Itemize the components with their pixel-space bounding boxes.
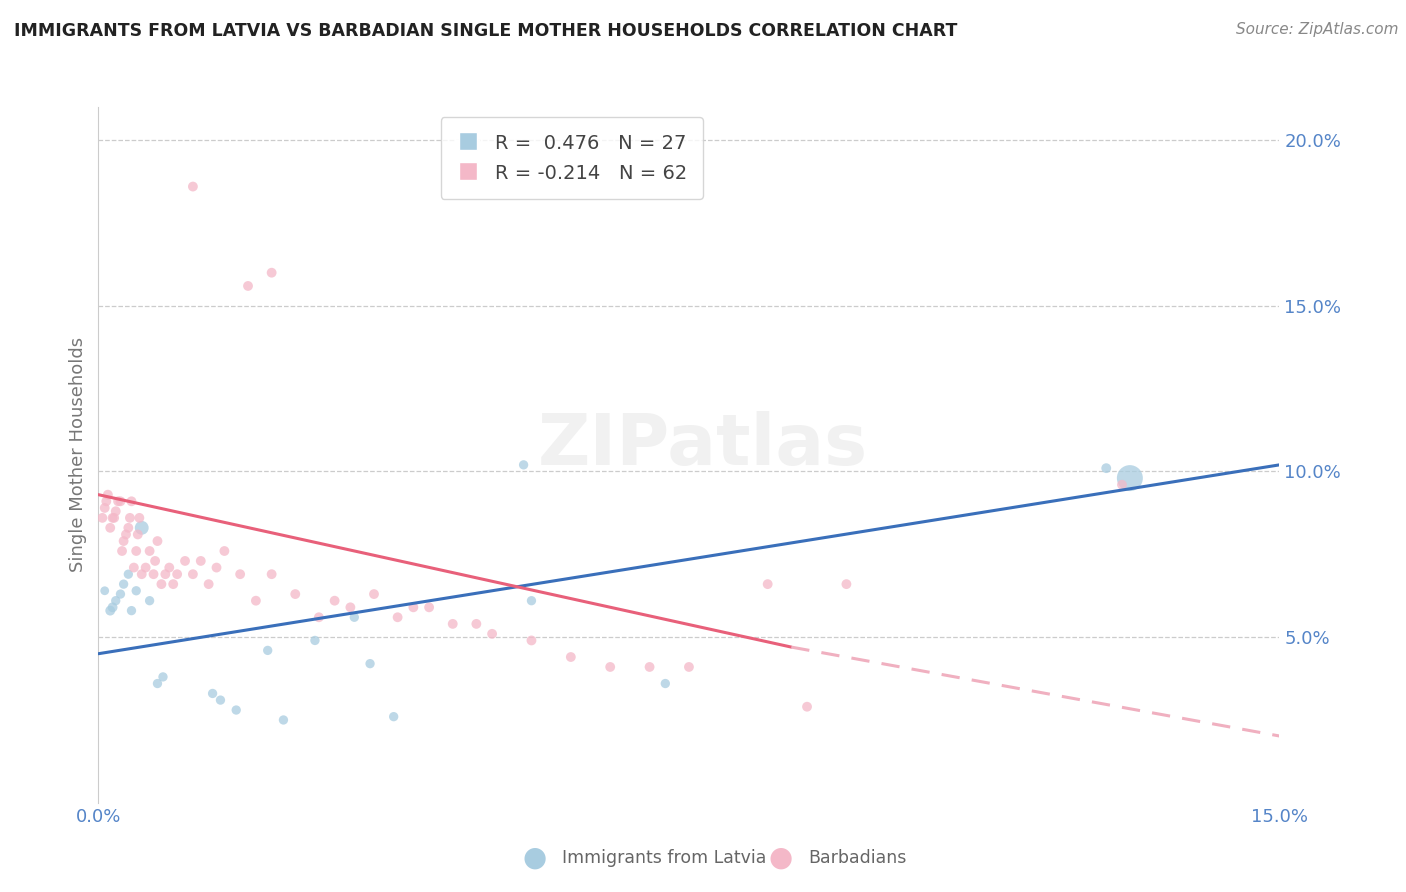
Point xyxy=(97,488,120,502)
Point xyxy=(382,709,405,723)
Point xyxy=(465,616,488,631)
Point xyxy=(520,593,543,607)
Point xyxy=(166,567,188,582)
Point xyxy=(1111,477,1133,491)
Point xyxy=(98,604,121,618)
Point xyxy=(245,593,267,607)
Point xyxy=(387,610,409,624)
Point xyxy=(190,554,212,568)
Point xyxy=(112,577,135,591)
Point xyxy=(162,577,184,591)
Point xyxy=(118,511,141,525)
Legend: R =  0.476   N = 27, R = -0.214   N = 62: R = 0.476 N = 27, R = -0.214 N = 62 xyxy=(440,117,703,199)
Point xyxy=(209,693,232,707)
Point xyxy=(117,567,139,582)
Point xyxy=(91,511,114,525)
Point xyxy=(323,593,346,607)
Point xyxy=(131,567,153,582)
Text: Source: ZipAtlas.com: Source: ZipAtlas.com xyxy=(1236,22,1399,37)
Point xyxy=(152,670,174,684)
Point xyxy=(284,587,307,601)
Point xyxy=(104,504,127,518)
Text: Immigrants from Latvia: Immigrants from Latvia xyxy=(562,849,766,867)
Y-axis label: Single Mother Households: Single Mother Households xyxy=(69,337,87,573)
Point xyxy=(104,593,127,607)
Point xyxy=(115,527,138,541)
Point xyxy=(131,521,153,535)
Point xyxy=(260,567,283,582)
Point xyxy=(128,511,150,525)
Point xyxy=(441,616,464,631)
Text: ●: ● xyxy=(522,844,547,872)
Point xyxy=(125,583,148,598)
Point xyxy=(599,660,621,674)
Point xyxy=(111,544,134,558)
Point xyxy=(138,544,160,558)
Point xyxy=(122,560,145,574)
Point xyxy=(110,587,132,601)
Point xyxy=(112,534,135,549)
Text: ●: ● xyxy=(768,844,793,872)
Point xyxy=(1119,471,1142,485)
Point xyxy=(304,633,326,648)
Point xyxy=(96,494,118,508)
Point xyxy=(150,577,173,591)
Point xyxy=(127,527,149,541)
Point xyxy=(402,600,425,615)
Point xyxy=(481,627,503,641)
Point xyxy=(103,511,125,525)
Point xyxy=(98,521,121,535)
Point xyxy=(359,657,381,671)
Point xyxy=(512,458,534,472)
Point xyxy=(678,660,700,674)
Point xyxy=(638,660,661,674)
Point xyxy=(654,676,676,690)
Point xyxy=(339,600,361,615)
Point xyxy=(121,494,143,508)
Point xyxy=(560,650,582,665)
Point xyxy=(138,593,160,607)
Point xyxy=(256,643,278,657)
Point xyxy=(121,604,143,618)
Point xyxy=(93,583,115,598)
Point xyxy=(135,560,157,574)
Point xyxy=(796,699,818,714)
Point xyxy=(236,279,259,293)
Point xyxy=(308,610,330,624)
Point xyxy=(155,567,177,582)
Point xyxy=(197,577,219,591)
Point xyxy=(418,600,440,615)
Point xyxy=(273,713,295,727)
Text: ZIPatlas: ZIPatlas xyxy=(538,411,868,481)
Point xyxy=(835,577,858,591)
Point xyxy=(520,633,543,648)
Point xyxy=(146,534,169,549)
Point xyxy=(260,266,283,280)
Point xyxy=(214,544,236,558)
Point xyxy=(363,587,385,601)
Point xyxy=(1095,461,1118,475)
Point xyxy=(205,560,228,574)
Point xyxy=(110,494,132,508)
Point xyxy=(125,544,148,558)
Point xyxy=(756,577,779,591)
Point xyxy=(229,567,252,582)
Point xyxy=(101,600,124,615)
Point xyxy=(142,567,165,582)
Point xyxy=(225,703,247,717)
Point xyxy=(174,554,197,568)
Text: Barbadians: Barbadians xyxy=(808,849,907,867)
Point xyxy=(181,179,204,194)
Point xyxy=(93,500,115,515)
Point xyxy=(146,676,169,690)
Point xyxy=(101,511,124,525)
Point xyxy=(117,521,139,535)
Point xyxy=(201,686,224,700)
Text: IMMIGRANTS FROM LATVIA VS BARBADIAN SINGLE MOTHER HOUSEHOLDS CORRELATION CHART: IMMIGRANTS FROM LATVIA VS BARBADIAN SING… xyxy=(14,22,957,40)
Point xyxy=(143,554,166,568)
Point xyxy=(343,610,366,624)
Point xyxy=(157,560,180,574)
Point xyxy=(181,567,204,582)
Point xyxy=(107,494,129,508)
